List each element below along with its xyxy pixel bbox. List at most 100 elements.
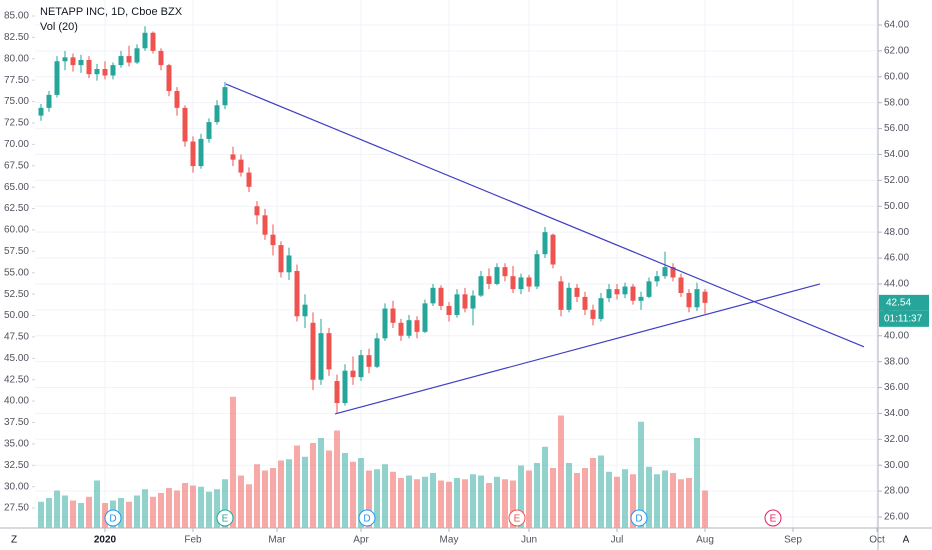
y2-tick-label: 57.50: [4, 246, 29, 257]
volume-bar: [630, 474, 636, 528]
y-tick-label: 44.00: [884, 279, 909, 290]
volume-bar: [158, 493, 164, 528]
candle-body: [174, 91, 180, 108]
candle-body: [126, 56, 132, 63]
y-tick-label: 48.00: [884, 227, 909, 238]
candle-body: [686, 293, 692, 308]
y-tick-label: 54.00: [884, 149, 909, 160]
volume-bar: [574, 473, 580, 528]
candle-body: [102, 69, 108, 76]
axes: 26.00 28.00 30.00 32.00 34.00 36.00 38.00 40.00…: [4, 11, 929, 546]
volume-bar: [62, 495, 68, 528]
chart-title: NETAPP INC, 1D, Cboe BZX: [40, 6, 183, 18]
candle-body: [78, 59, 84, 66]
volume-bar: [366, 470, 372, 528]
volume-bar: [270, 468, 276, 528]
x-tick-label: 2020: [94, 535, 117, 546]
last-price-label: 42.54: [886, 297, 911, 308]
candle-body: [166, 65, 172, 92]
volume-bar: [654, 474, 660, 528]
candle-body: [526, 277, 532, 287]
volume-bar: [190, 485, 196, 528]
event-marker[interactable]: [358, 509, 376, 527]
candle-body: [374, 338, 380, 367]
candle-body: [182, 107, 188, 142]
candle-body: [606, 289, 612, 299]
volume-bar: [638, 421, 644, 528]
y-tick-label: 56.00: [884, 123, 909, 134]
y-tick-label: 62.00: [884, 46, 909, 57]
control-button[interactable]: Z: [11, 535, 17, 546]
candle-body: [574, 287, 580, 297]
candle-body: [118, 56, 124, 66]
volume-bar: [118, 498, 124, 528]
y2-tick-label: 60.00: [4, 225, 29, 236]
y2-tick-label: 47.50: [4, 332, 29, 343]
candle-body: [390, 308, 396, 323]
volume-bar: [390, 471, 396, 528]
candle-body: [318, 333, 324, 380]
candle-body: [630, 286, 636, 301]
event-marker[interactable]: [216, 509, 234, 527]
y-tick-label: 28.00: [884, 486, 909, 497]
candle-body: [94, 69, 100, 75]
volume-bar: [302, 456, 308, 528]
control-button[interactable]: A: [903, 535, 910, 546]
volume-bar: [182, 483, 188, 528]
candle-body: [470, 295, 476, 309]
candle-body: [294, 270, 300, 317]
candle-body: [462, 294, 468, 309]
candle-body: [598, 298, 604, 319]
y2-tick-label: 70.00: [4, 139, 29, 150]
candle-body: [38, 107, 44, 116]
candle-body: [150, 32, 156, 51]
candle-body: [638, 296, 644, 301]
y-tick-label: 58.00: [884, 97, 909, 108]
volume-bar: [174, 490, 180, 528]
candle-body: [86, 59, 92, 75]
volume-bar: [526, 470, 532, 528]
candle-body: [430, 287, 436, 304]
volume-bar: [678, 479, 684, 528]
volume-bar: [230, 396, 236, 528]
candle-body: [358, 355, 364, 378]
candle-body: [382, 308, 388, 339]
y2-tick-label: 45.00: [4, 353, 29, 364]
volume-bar: [262, 470, 268, 528]
volume-bar: [646, 466, 652, 528]
y2-tick-label: 80.00: [4, 53, 29, 64]
y2-tick-label: 37.50: [4, 417, 29, 428]
volume-bar: [438, 480, 444, 528]
volume-pane: [38, 396, 708, 528]
candle-body: [110, 65, 116, 76]
event-marker[interactable]: [764, 509, 782, 527]
volume-bar: [558, 415, 564, 528]
event-marker[interactable]: [104, 509, 122, 527]
volume-bar: [478, 475, 484, 528]
candle-body: [558, 281, 564, 310]
candle-body: [222, 87, 228, 106]
volume-bar: [566, 463, 572, 528]
volume-bar: [446, 481, 452, 528]
candle-body: [214, 105, 220, 123]
volume-bar: [134, 495, 140, 528]
x-tick-label: Sep: [784, 535, 802, 546]
x-tick-label: Feb: [184, 535, 202, 546]
x-tick-label: Mar: [268, 535, 286, 546]
volume-bar: [54, 490, 60, 528]
y2-tick-label: 55.00: [4, 267, 29, 278]
candle-body: [614, 289, 620, 295]
y-tick-label: 32.00: [884, 434, 909, 445]
x-tick-label: Jun: [521, 535, 537, 546]
event-label: E: [222, 514, 229, 525]
y-tick-label: 36.00: [884, 382, 909, 393]
candle-body: [230, 154, 236, 160]
y2-tick-label: 32.50: [4, 460, 29, 471]
volume-bar: [542, 446, 548, 528]
y2-tick-label: 52.50: [4, 289, 29, 300]
event-marker[interactable]: [508, 509, 526, 527]
candle-body: [446, 305, 452, 316]
event-marker[interactable]: [630, 509, 648, 527]
volume-bar: [206, 491, 212, 528]
volume-bar: [254, 464, 260, 528]
